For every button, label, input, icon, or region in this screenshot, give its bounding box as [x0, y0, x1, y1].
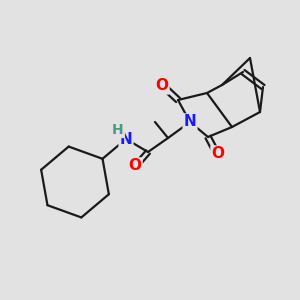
Text: N: N	[184, 115, 196, 130]
Text: N: N	[120, 131, 132, 146]
Text: O: O	[212, 146, 224, 161]
Text: O: O	[128, 158, 142, 173]
Text: O: O	[155, 79, 169, 94]
Text: H: H	[112, 123, 124, 137]
